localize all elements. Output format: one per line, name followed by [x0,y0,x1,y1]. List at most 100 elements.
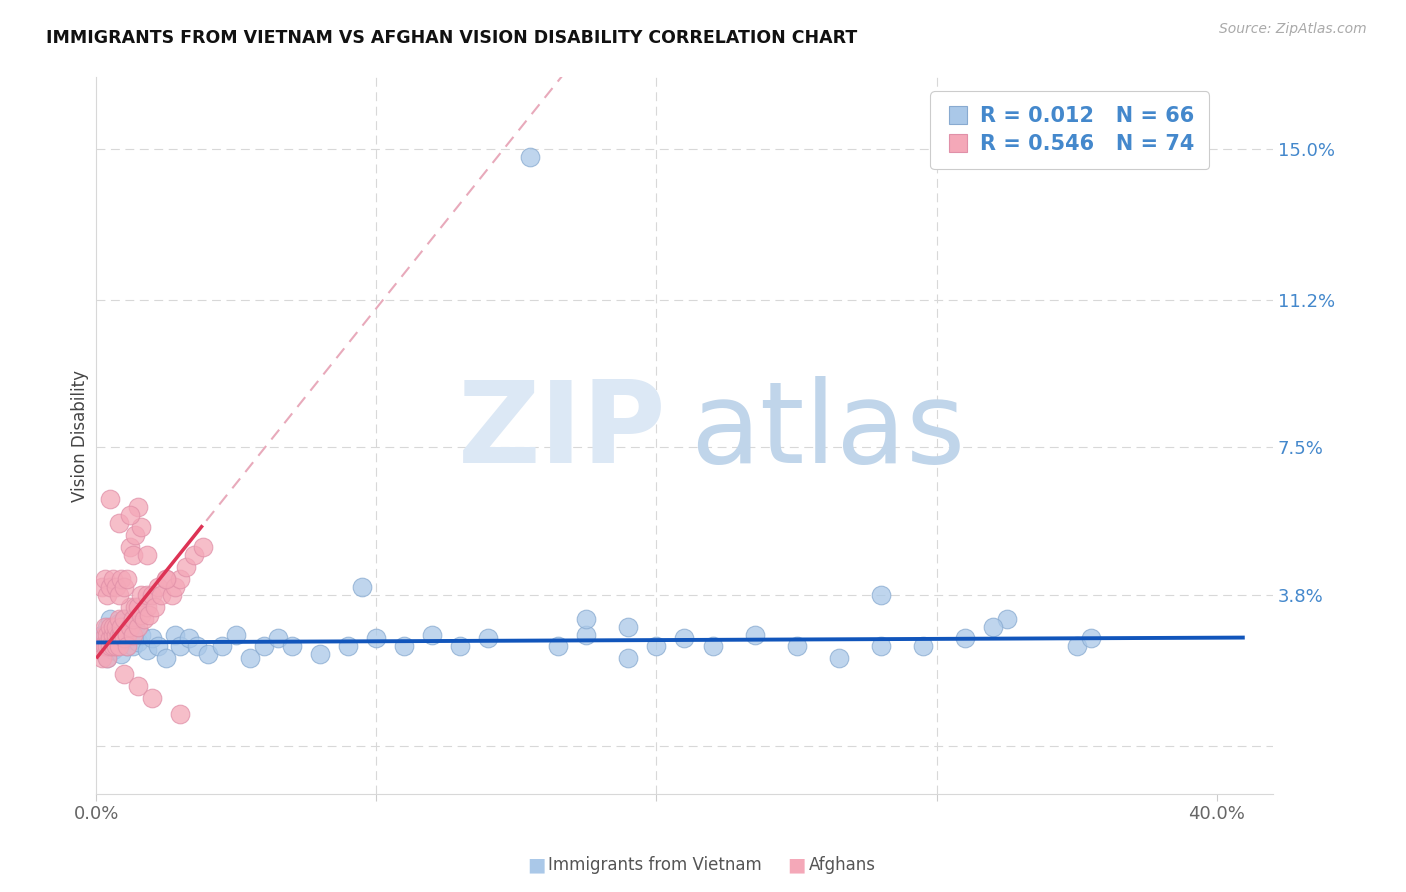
Point [155,572,177,586]
Point [98,611,121,625]
Point [183,548,205,562]
Point [155,572,177,586]
Point [744,627,766,641]
Point [112,611,135,625]
Point [93,627,115,641]
Point [953,632,976,646]
Point [104,580,127,594]
Point [121,611,143,625]
Point [477,632,499,646]
Text: Immigrants from Vietnam: Immigrants from Vietnam [548,856,762,874]
Point [98,632,121,646]
Point [107,615,129,630]
Point [101,640,124,654]
Point [211,640,233,654]
Point [118,508,141,523]
Point [267,632,290,646]
Point [98,640,121,654]
Point [169,572,191,586]
Text: ZIP: ZIP [458,376,666,487]
Point [93,619,115,633]
Point [96,588,118,602]
Point [127,599,149,614]
Point [98,632,121,646]
Point [169,707,191,722]
Point [129,588,152,602]
Point [107,640,129,654]
Point [135,599,157,614]
Point [786,640,808,654]
Point [112,632,135,646]
Point [394,640,416,654]
Point [186,640,208,654]
Point [104,619,127,633]
Point [309,648,332,662]
Point [115,640,138,654]
Point [149,588,172,602]
Point [141,691,163,706]
Point [141,588,163,602]
Point [547,640,569,654]
Point [118,599,141,614]
Point [1080,632,1102,646]
Point [112,580,135,594]
Point [163,627,186,641]
Point [163,580,186,594]
Point [253,640,276,654]
Point [449,640,471,654]
Point [127,679,149,693]
Point [519,150,541,164]
Point [352,580,374,594]
Point [422,627,444,641]
Point [112,667,135,681]
Point [118,619,141,633]
Point [121,627,143,641]
Point [96,651,118,665]
Point [132,611,155,625]
Point [90,627,112,641]
Y-axis label: Vision Disability: Vision Disability [72,369,89,501]
Point [101,619,124,633]
Text: Afghans: Afghans [808,856,876,874]
Point [98,580,121,594]
Point [107,640,129,654]
Point [115,572,138,586]
Point [110,619,132,633]
Text: ■: ■ [527,855,546,875]
Point [127,635,149,649]
Point [121,548,143,562]
Point [118,632,141,646]
Point [104,640,127,654]
Point [146,580,169,594]
Point [90,580,112,594]
Point [96,640,118,654]
Point [93,640,115,654]
Point [112,611,135,625]
Point [124,528,146,542]
Point [110,648,132,662]
Point [90,651,112,665]
Point [110,627,132,641]
Point [225,627,247,641]
Point [96,651,118,665]
Point [96,627,118,641]
Point [101,572,124,586]
Text: Source: ZipAtlas.com: Source: ZipAtlas.com [1219,22,1367,37]
Point [1066,640,1088,654]
Point [104,627,127,641]
Point [177,632,200,646]
Point [96,619,118,633]
Point [101,627,124,641]
Point [366,632,388,646]
Point [135,548,157,562]
Point [107,588,129,602]
Point [93,572,115,586]
Point [129,607,152,622]
Point [191,540,214,554]
Point [110,627,132,641]
Point [107,627,129,641]
Point [121,640,143,654]
Point [107,611,129,625]
Point [575,611,598,625]
Point [645,640,668,654]
